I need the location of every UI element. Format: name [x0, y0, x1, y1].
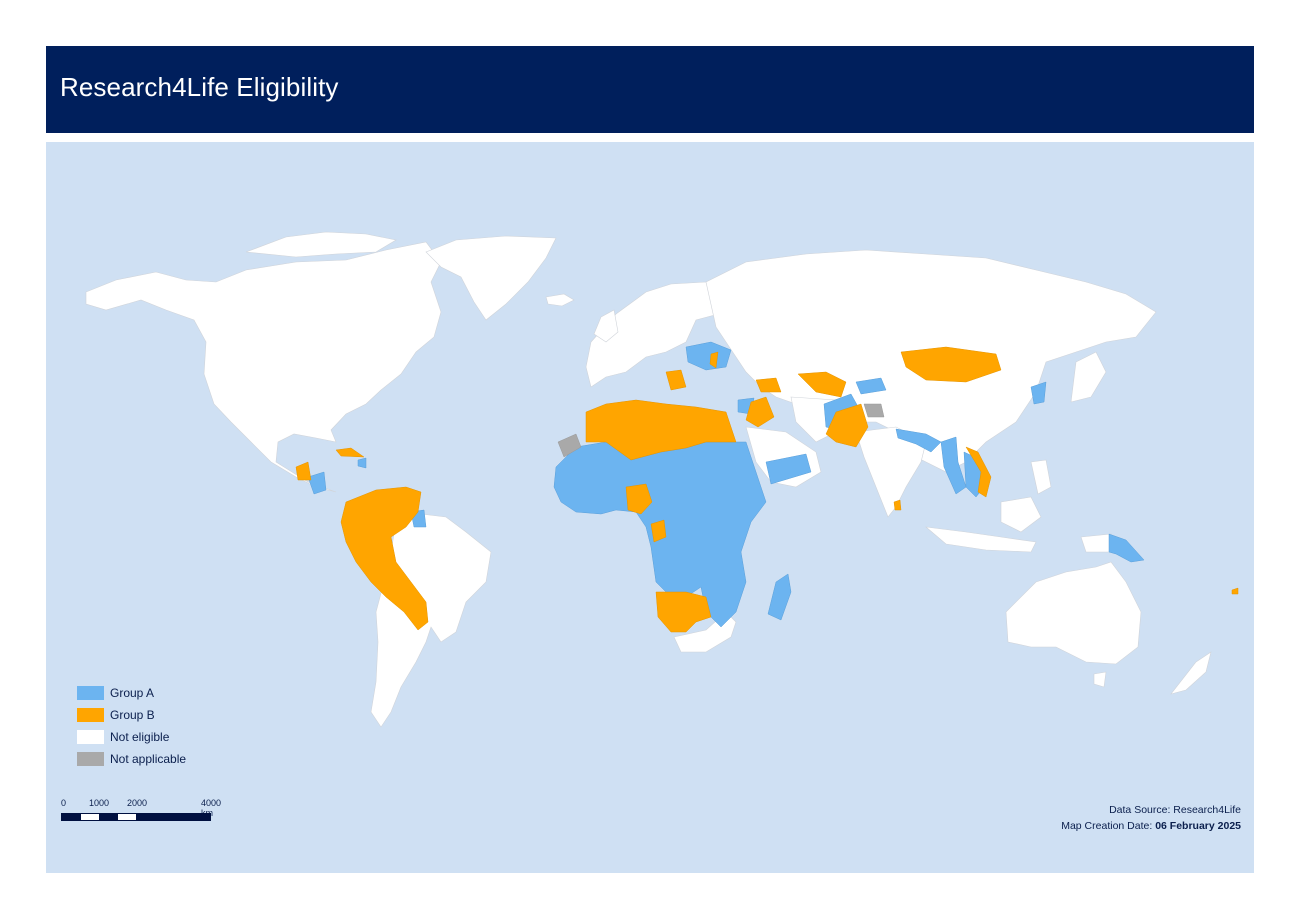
fiji — [1231, 587, 1239, 595]
legend-swatch-not-eligible — [77, 730, 104, 744]
western-sahara — [557, 433, 582, 458]
greenland — [425, 235, 557, 321]
scale-bar: 0 1000 2000 4000 km — [61, 798, 231, 828]
scale-label-2000: 2000 — [127, 798, 148, 808]
namibia-botswana — [655, 591, 712, 633]
legend-label: Group B — [110, 708, 155, 722]
moldova — [709, 351, 719, 369]
scale-label-0: 0 — [61, 798, 67, 808]
tasmania — [1093, 671, 1107, 688]
borneo — [1000, 496, 1042, 533]
legend-swatch-not-applicable — [77, 752, 104, 766]
honduras-nicaragua — [307, 471, 327, 495]
creation-date-value: 06 February 2025 — [1155, 820, 1241, 832]
andean-countries — [340, 486, 429, 631]
ukraine — [685, 341, 732, 371]
legend-label: Not applicable — [110, 752, 187, 766]
georgia-armenia — [755, 377, 782, 393]
nigeria — [625, 483, 653, 515]
north-america — [85, 241, 442, 493]
legend-swatch-group-b — [77, 708, 104, 722]
vietnam — [965, 446, 992, 498]
indonesia — [925, 526, 1037, 553]
legend-item-not-applicable: Not applicable — [77, 748, 186, 770]
legend-label: Group A — [110, 686, 155, 700]
new-zealand — [1170, 651, 1212, 695]
haiti — [357, 457, 367, 469]
group-b-regions — [295, 346, 1239, 633]
legend-item-group-a: Group A — [77, 682, 186, 704]
legend-swatch-group-a — [77, 686, 104, 700]
scale-bar-graphic — [61, 813, 211, 821]
arctic-archipelago — [245, 231, 397, 258]
mongolia — [900, 346, 1002, 383]
legend-item-not-eligible: Not eligible — [77, 726, 186, 748]
madagascar — [767, 573, 792, 621]
data-source: Data Source: Research4Life — [1109, 804, 1241, 816]
not-applicable-regions — [557, 403, 885, 458]
uk-ireland — [593, 309, 619, 343]
philippines — [1030, 459, 1052, 495]
sri-lanka — [893, 499, 902, 511]
south-america — [370, 513, 492, 728]
japan — [1070, 351, 1107, 403]
map-title: Research4Life Eligibility — [60, 72, 339, 102]
iraq — [745, 396, 775, 428]
legend-item-group-b: Group B — [77, 704, 186, 726]
balkans — [665, 369, 687, 391]
north-korea — [1030, 381, 1047, 405]
cuba — [335, 447, 365, 458]
map-header: Research4Life Eligibility — [46, 46, 1254, 133]
creation-date: Map Creation Date: 06 February 2025 — [1061, 818, 1241, 834]
map-credits: Data Source: Research4Life Map Creation … — [1061, 802, 1241, 834]
gabon — [650, 519, 667, 543]
iceland — [545, 293, 575, 307]
world-map: Group A Group B Not eligible Not applica… — [46, 142, 1254, 873]
scale-label-1000: 1000 — [89, 798, 110, 808]
tajikistan-kyrgyzstan — [855, 377, 887, 395]
australia — [1005, 561, 1142, 665]
world-map-canvas — [85, 231, 1239, 728]
legend-label: Not eligible — [110, 730, 170, 744]
map-legend: Group A Group B Not eligible Not applica… — [77, 682, 186, 770]
nepal-bangladesh — [895, 428, 942, 453]
yemen — [765, 453, 812, 485]
pakistan — [825, 403, 869, 448]
papua-new-guinea — [1108, 533, 1145, 563]
west-papua — [1080, 533, 1112, 553]
europe — [585, 281, 737, 388]
creation-date-label: Map Creation Date: — [1061, 820, 1153, 832]
uzbekistan-turkmenistan — [797, 371, 847, 398]
north-africa — [585, 399, 737, 461]
guatemala-el-salvador — [295, 461, 312, 481]
kashmir — [863, 403, 885, 418]
